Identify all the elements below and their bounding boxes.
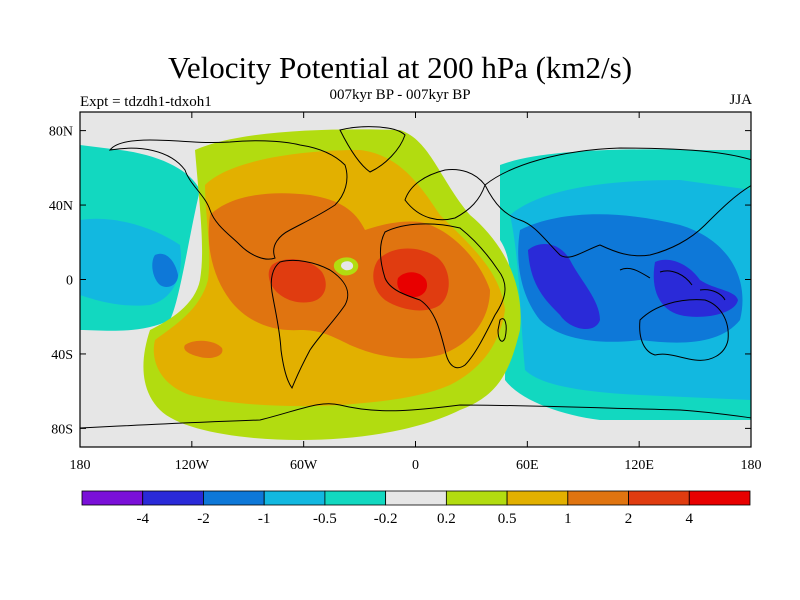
colorbar-label: -0.2 — [374, 511, 398, 527]
colorbar-swatch — [506, 490, 569, 506]
band-neg-2-indian — [528, 244, 600, 330]
coast-antarctica — [80, 403, 751, 429]
y-tick-label: 40N — [49, 199, 73, 214]
y-tick-label: 0 — [66, 274, 73, 289]
colorbar-swatch — [385, 490, 447, 506]
contour-field — [80, 112, 751, 447]
band-neg-2-pacific — [653, 259, 738, 317]
band-pos-4-africa — [397, 272, 428, 298]
x-tick-label: 120W — [175, 458, 210, 473]
colorbar-label: 1 — [564, 511, 572, 527]
coast-maritime-continent — [619, 267, 726, 301]
x-tick-label: 60E — [516, 458, 539, 473]
colorbar-swatch — [142, 490, 204, 506]
colorbar-swatch — [263, 490, 326, 506]
y-tick-label: 40S — [51, 348, 73, 363]
coast-south-america — [270, 259, 349, 390]
band-neg-1-west — [152, 253, 178, 287]
colorbar-swatch — [81, 490, 144, 506]
colorbar-label: 2 — [625, 511, 633, 527]
coast-north-america — [108, 139, 348, 260]
colorbar-label: -4 — [136, 511, 149, 527]
colorbar-label: 0.5 — [498, 511, 517, 527]
colorbar-swatch — [688, 490, 751, 506]
season-label: JJA — [729, 92, 752, 108]
band-pos-2-sa — [268, 259, 326, 303]
colorbar-swatch — [203, 490, 265, 506]
coast-australia — [639, 299, 729, 361]
x-tick-label: 180 — [70, 458, 91, 473]
colorbar-label: -0.5 — [313, 511, 337, 527]
x-tick-label: 180 — [741, 458, 762, 473]
coast-africa — [380, 223, 506, 369]
band-neg-0.5-west — [80, 218, 181, 306]
band-pos-1-south — [184, 340, 223, 358]
colorbar-swatch — [445, 490, 508, 506]
colorbar-swatch — [628, 490, 690, 506]
atlantic-hole-inner — [341, 261, 354, 271]
colorbar-label: -1 — [258, 511, 271, 527]
y-tick-label: 80S — [51, 422, 73, 437]
colorbar-swatch — [324, 490, 387, 506]
axis-layer: 180 120W 60W 0 60E 120E 180 80N 40N 0 40S 80S — [49, 112, 762, 473]
chart-subtitle: 007kyr BP - 007kyr BP — [329, 87, 471, 103]
colorbar-label: -2 — [197, 511, 210, 527]
coastlines — [80, 126, 751, 429]
colorbar-swatch — [567, 490, 629, 506]
x-tick-label: 120E — [624, 458, 654, 473]
y-tick-label: 80N — [49, 125, 73, 140]
experiment-label: Expt = tdzdh1-tdxoh1 — [80, 94, 212, 110]
colorbar: -4 -2 -1 -0.5 -0.2 0.2 0.5 1 2 4 — [81, 490, 751, 527]
colorbar-label: 4 — [686, 511, 694, 527]
chart-title: Velocity Potential at 200 hPa (km2/s) — [167, 50, 633, 85]
x-tick-label: 60W — [290, 458, 318, 473]
x-tick-label: 0 — [412, 458, 419, 473]
coast-greenland — [339, 126, 406, 173]
colorbar-label: 0.2 — [437, 511, 456, 527]
coast-asia — [484, 147, 751, 258]
coast-madagascar — [497, 318, 507, 342]
band-pos-1 — [208, 193, 491, 359]
